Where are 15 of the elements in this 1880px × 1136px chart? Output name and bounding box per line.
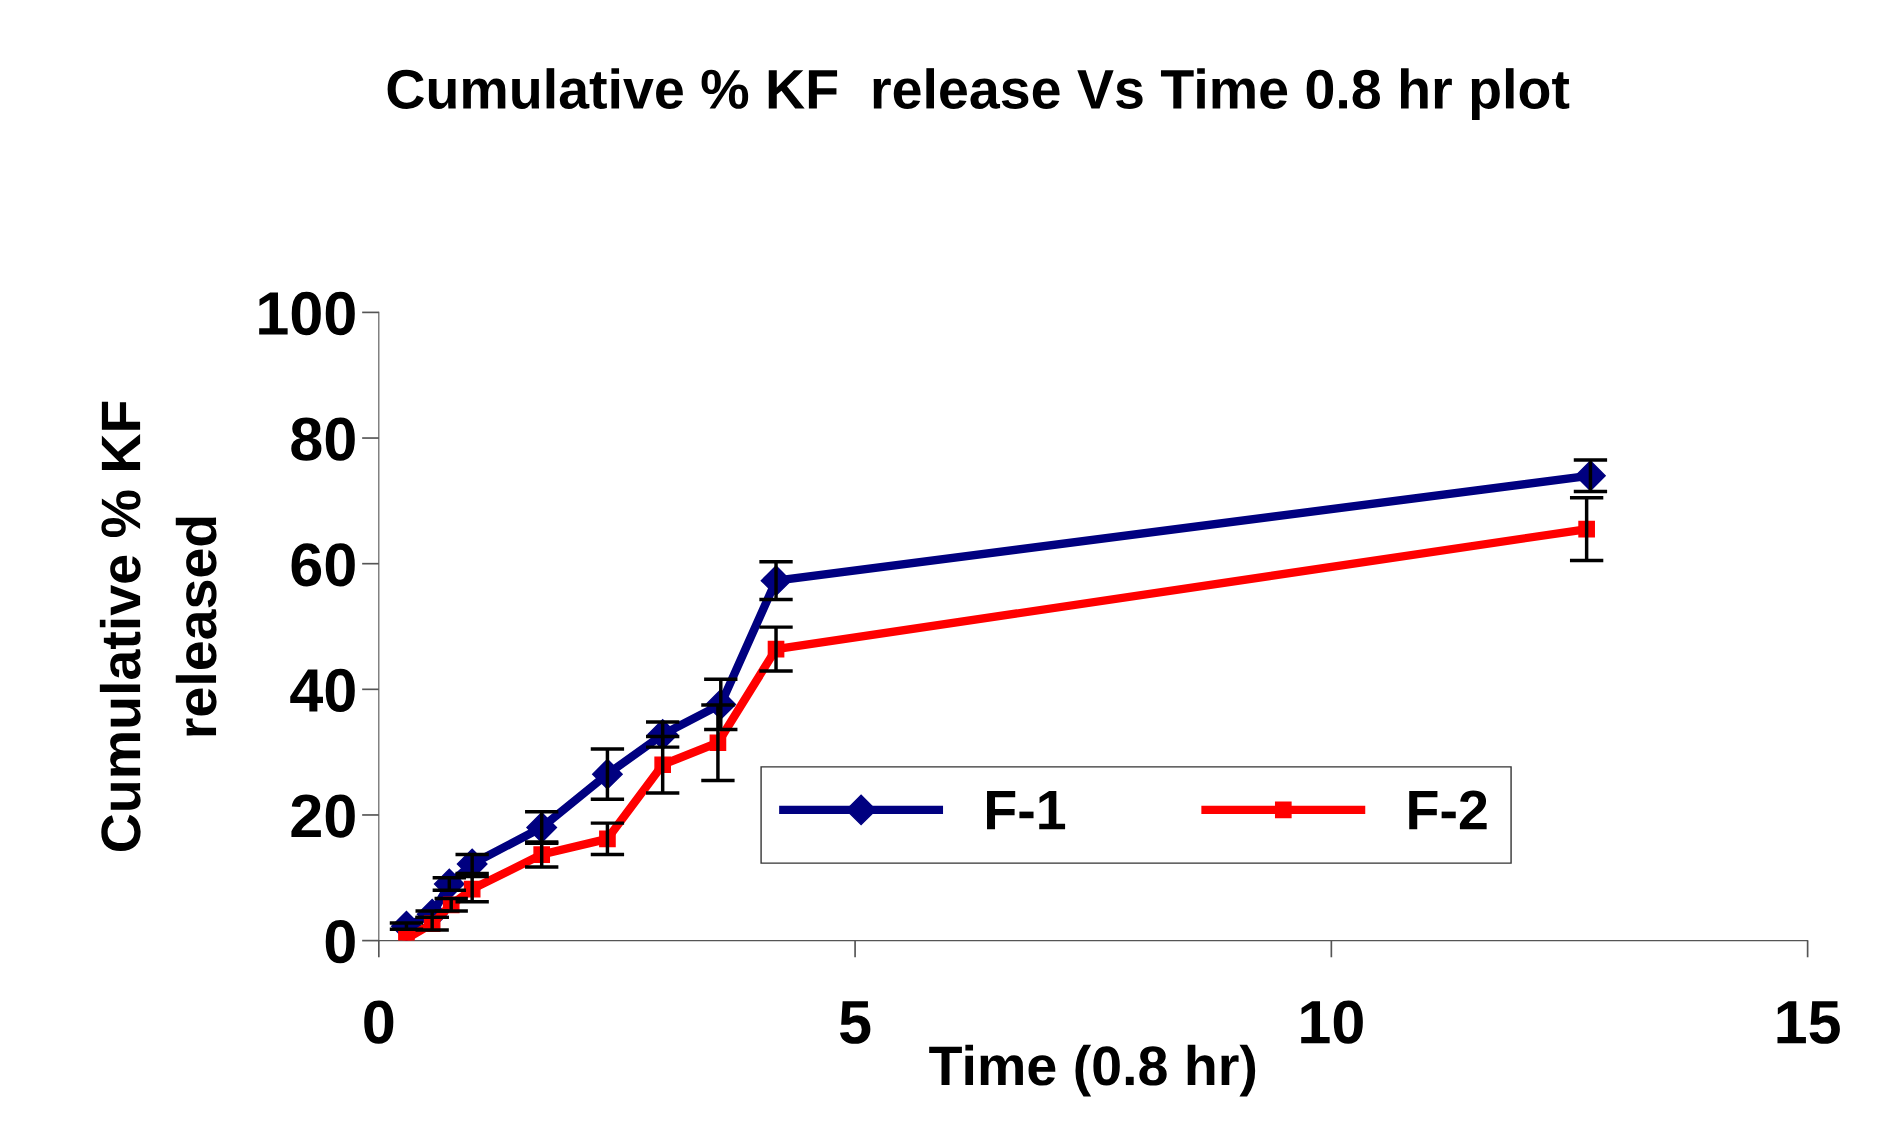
x-tick-label: 0 bbox=[364, 1000, 394, 1044]
y-tick-label: 40 bbox=[290, 668, 355, 713]
y-axis-title: Cumulative % KF released bbox=[99, 401, 217, 852]
x-axis-title: Time (0.8 hr) bbox=[929, 1044, 1256, 1097]
legend-label: F-2 bbox=[1409, 790, 1487, 830]
x-tick-label: 5 bbox=[839, 1001, 871, 1044]
chart-title: Cumulative % KF release Vs Time 0.8 hr plot bbox=[387, 68, 1570, 120]
y-tick-label: 0 bbox=[325, 920, 355, 964]
y-tick-label: 60 bbox=[291, 543, 355, 587]
x-tick-label: 10 bbox=[1301, 1000, 1363, 1044]
legend-label: F-1 bbox=[987, 791, 1066, 830]
x-tick-label: 15 bbox=[1777, 1001, 1840, 1044]
y-tick-label: 20 bbox=[291, 794, 355, 838]
y-tick-label: 100 bbox=[259, 291, 355, 336]
y-tick-label: 80 bbox=[291, 417, 355, 461]
